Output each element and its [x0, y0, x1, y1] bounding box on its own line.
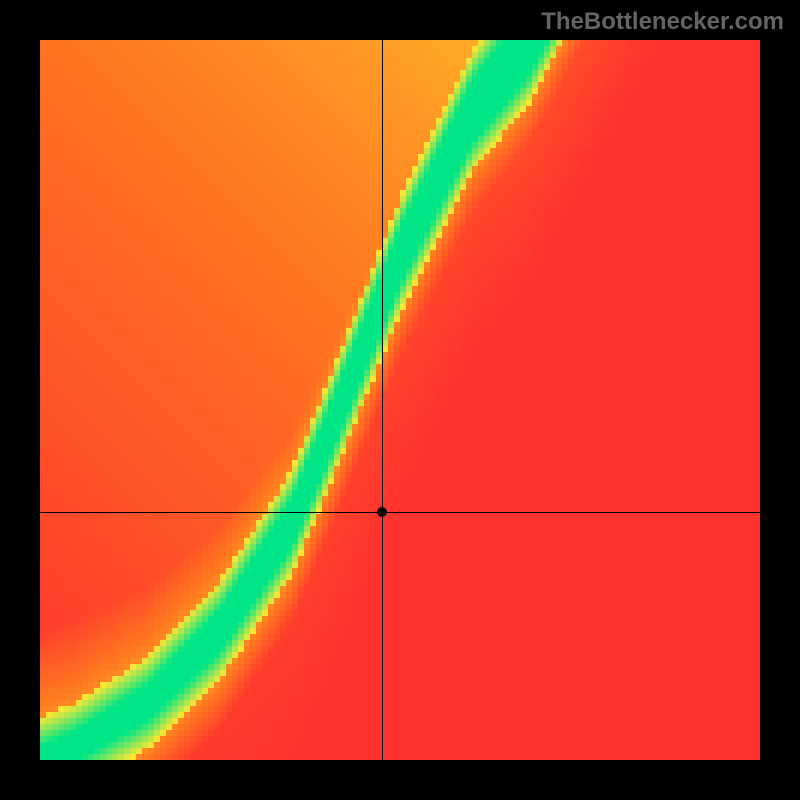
watermark-text: TheBottlenecker.com	[541, 8, 784, 36]
marker-dot	[377, 507, 387, 517]
heatmap-canvas	[40, 40, 760, 760]
crosshair-horizontal	[40, 512, 760, 513]
crosshair-vertical	[382, 40, 383, 760]
